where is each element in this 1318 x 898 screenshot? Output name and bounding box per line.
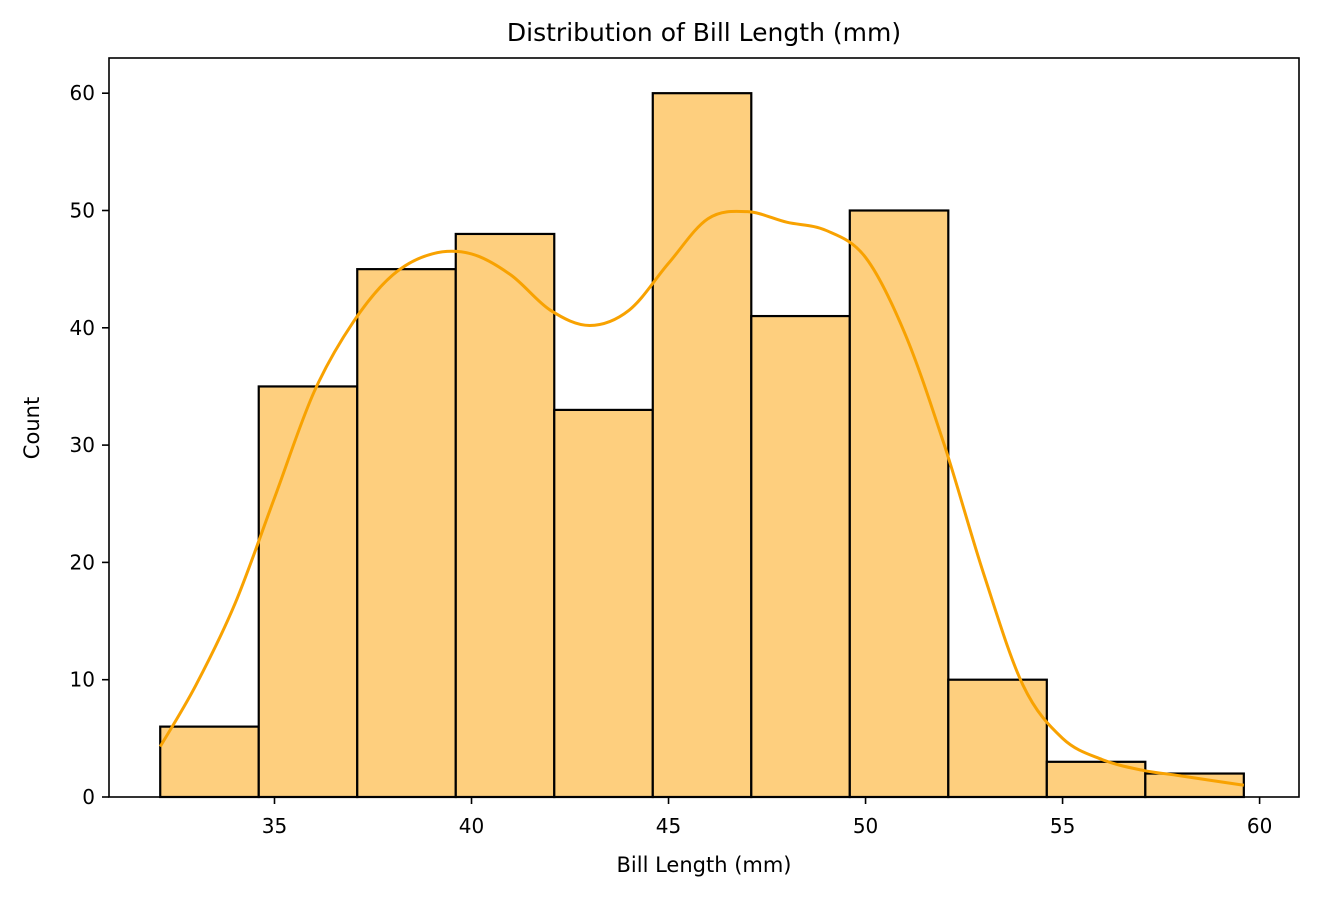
bars-group [159, 92, 1245, 799]
histogram-bar-4 [454, 232, 556, 799]
y-axis-ticks: 0 10 20 30 40 50 60 [70, 81, 109, 809]
x-tick-label-50: 50 [853, 814, 878, 838]
histogram-bar-5 [553, 408, 654, 799]
y-tick-label-30: 30 [70, 433, 95, 457]
y-tick-label-0: 0 [82, 785, 95, 809]
plot-frame [108, 57, 1300, 798]
x-axis-label: Bill Length (mm) [617, 853, 792, 877]
histogram-bar-2 [257, 385, 359, 799]
x-tick-label-40: 40 [459, 814, 484, 838]
histogram-bar-6 [651, 92, 753, 799]
y-axis-label: Count [20, 397, 44, 459]
y-tick-label-10: 10 [70, 668, 95, 692]
histogram-bar-3 [356, 268, 457, 799]
y-tick-label-40: 40 [70, 316, 95, 340]
x-tick-label-55: 55 [1050, 814, 1075, 838]
x-axis-ticks: 35 40 45 50 55 60 [262, 797, 1272, 838]
histogram-bar-7 [750, 314, 851, 799]
x-tick-label-60: 60 [1247, 814, 1272, 838]
x-tick-label-35: 35 [262, 814, 287, 838]
histogram-bar-9 [947, 678, 1048, 799]
histogram-bar-8 [848, 209, 950, 799]
histogram-bar-1 [159, 725, 260, 799]
chart-title: Distribution of Bill Length (mm) [507, 18, 901, 47]
kde-curve [158, 209, 1245, 787]
x-tick-label-45: 45 [656, 814, 681, 838]
y-tick-label-50: 50 [70, 198, 95, 222]
y-tick-label-20: 20 [70, 550, 95, 574]
y-tick-label-60: 60 [70, 81, 95, 105]
